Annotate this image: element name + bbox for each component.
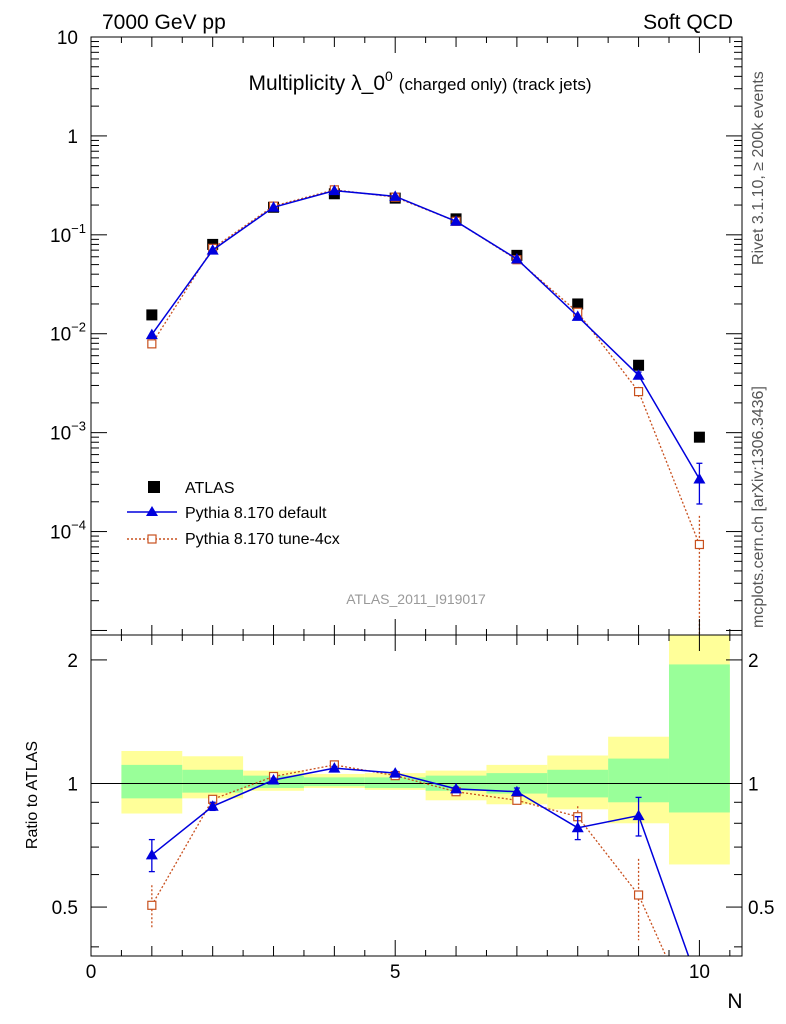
ratio-default-point [510,785,523,797]
legend: ATLAS Pythia 8.170 default Pythia 8.170 … [127,480,340,548]
plot-title: Multiplicity λ_00 (charged only) (track j… [248,68,591,95]
main-tune-point [694,539,705,550]
ratio-band-inner [182,769,244,793]
atlas-point [633,359,645,371]
x-tick-label: 5 [390,962,401,983]
mcplots-label: mcplots.cern.ch [arXiv:1306.3436] [750,386,767,628]
ratio-y-tick-label-right: 1 [748,774,759,795]
legend-atlas-marker [148,481,160,493]
main-y-tick-label: 10−3 [50,419,86,445]
ratio-tune-point [512,795,522,805]
main-y-tick-label: 10−1 [50,221,86,247]
atlas-point [572,298,584,310]
main-y-tick-label: 10−4 [50,518,86,544]
x-axis-label: N [727,990,742,1013]
main-default-line [151,189,701,480]
ratio-default-point [145,848,158,860]
ratio-y-tick-label-left: 2 [67,651,78,672]
axes: 0 5 10 10 1 10−1 10−2 10−3 10−4 0.5 0.5 1 1 2 2 [50,28,774,983]
ratio-y-tick-label-right: 2 [748,651,759,672]
main-default-point [693,472,706,484]
ratio-default-point [389,767,402,778]
x-tick-label: 0 [86,962,97,983]
ratio-default-point [206,800,219,811]
main-default-point [632,369,645,380]
ratio-y-tick-label-right: 0.5 [748,898,774,919]
rivet-label: Rivet 3.1.10, ≥ 200k events [750,71,767,265]
main-default-point [510,252,523,264]
main-default-point [145,328,158,340]
atlas-point [146,309,158,321]
x-tick-label: 10 [689,962,710,983]
main-y-tick-label: 1 [67,127,78,148]
main-tune-point [147,339,157,349]
ratio-default-point [267,773,280,785]
header-right: Soft QCD [643,11,733,34]
ratio-y-axis-label: Ratio to ATLAS [24,741,41,849]
main-y-tick-label: 10−2 [50,320,86,346]
ratio-band-inner [364,777,426,789]
ratio-band-inner [121,764,183,799]
ratio-y-tick-label-left: 1 [67,774,78,795]
ratio-tune-point [633,890,644,900]
ratio-y-tick-label-left: 0.5 [52,898,78,919]
main-default-point [450,215,463,226]
legend-tune-label: Pythia 8.170 tune-4cx [185,531,340,548]
atlas-series [146,188,705,443]
ratio-default-point [632,809,645,821]
main-tune-point [633,387,644,397]
main-y-tick-label: 10 [57,28,78,49]
main-default-point [328,184,341,196]
main-panel [145,184,706,670]
ratio-default-point [571,821,584,833]
legend-tune-marker [147,534,157,544]
ratio-default-point [450,782,463,794]
ratio-frame [90,634,743,957]
main-default-point [389,190,402,201]
ratio-band-inner [608,758,669,803]
ratio-band-inner [303,777,365,787]
legend-default-marker [146,506,158,516]
ratio-panel [91,635,742,956]
ratio-default-line [151,767,690,956]
main-default-series [145,184,706,505]
analysis-watermark: ATLAS_2011_I919017 [346,591,486,607]
atlas-point [693,431,705,443]
header-left: 7000 GeV pp [102,11,226,34]
legend-atlas-label: ATLAS [185,480,235,497]
main-default-point [206,244,219,255]
main-default-point [267,201,280,212]
legend-default-label: Pythia 8.170 default [185,505,327,522]
ratio-tune-point [147,900,157,910]
ratio-band-inner [668,664,730,813]
ratio-default-point [328,762,341,773]
main-default-point [571,310,584,321]
ratio-default-series [145,762,690,956]
